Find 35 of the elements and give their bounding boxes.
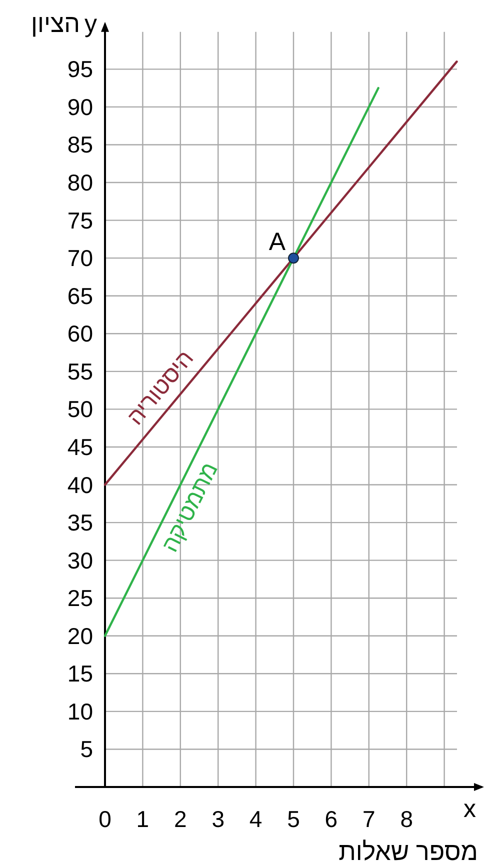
x-tick-label: 7 (362, 806, 376, 832)
y-tick-label: 70 (67, 245, 93, 272)
x-tick-label: 2 (174, 806, 187, 832)
text: x (464, 795, 476, 823)
y-tick-label: 85 (67, 132, 93, 158)
y-tick-label: 20 (67, 622, 93, 649)
y-tick-label: 45 (67, 434, 93, 460)
x-tick-label: 5 (287, 806, 300, 832)
y-tick-label: 50 (67, 396, 93, 422)
x-axis-title: מספר שאלות (338, 838, 478, 866)
x-tick-label: 0 (98, 806, 112, 832)
y-tick-label: 25 (67, 585, 93, 612)
text: y (84, 10, 98, 38)
x-tick-label: 4 (249, 806, 262, 832)
y-tick-label: 95 (67, 56, 93, 82)
y-tick-label: 75 (67, 207, 93, 234)
y-tick-label: 40 (67, 472, 93, 498)
text: היסטוריה (122, 344, 198, 430)
y-tick-label: 80 (67, 170, 93, 196)
y-tick-label: 5 (80, 736, 93, 762)
x-tick-label: 8 (400, 806, 413, 832)
y-axis-title: הציון (31, 10, 80, 38)
y-tick-label: 10 (67, 698, 93, 724)
y-tick-label: 55 (67, 358, 93, 384)
annotation: A (268, 228, 286, 256)
y-tick-label: 90 (67, 94, 93, 120)
y-tick-label: 65 (67, 282, 93, 309)
x-tick-label: 1 (136, 806, 150, 832)
x-tick-label: 6 (324, 806, 338, 832)
y-tick-label: 60 (67, 320, 93, 347)
y-tick-label: 30 (67, 547, 93, 574)
x-tick-label: 3 (212, 806, 224, 832)
y-tick-label: 15 (67, 660, 93, 687)
text: מתמטיקה (156, 458, 223, 556)
y-tick-label: 35 (67, 510, 93, 536)
